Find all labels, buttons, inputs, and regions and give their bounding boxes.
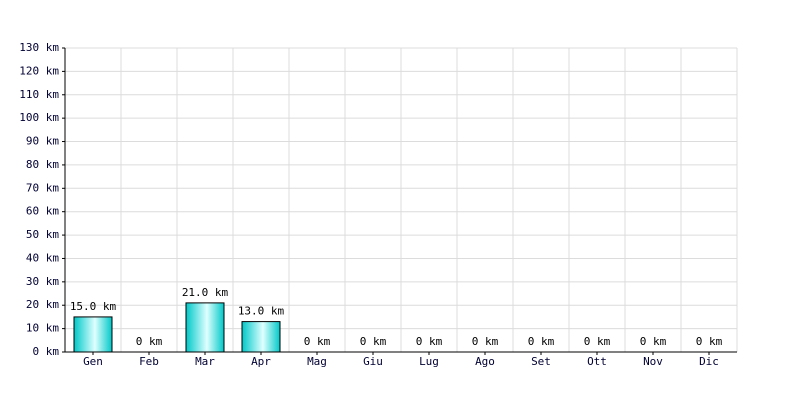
- y-tick-label: 90 km: [26, 135, 59, 148]
- value-label: 0 km: [528, 335, 555, 348]
- bar: [73, 316, 113, 353]
- y-tick-label: 110 km: [19, 88, 59, 101]
- x-tick-label: Ago: [475, 355, 495, 368]
- y-tick-label: 80 km: [26, 158, 59, 171]
- x-tick-label: Gen: [83, 355, 103, 368]
- y-tick-label: 120 km: [19, 64, 59, 77]
- value-label: 0 km: [304, 335, 331, 348]
- x-tick-label: Giu: [363, 355, 383, 368]
- y-tick-label: 70 km: [26, 181, 59, 194]
- y-tick-label: 10 km: [26, 322, 59, 335]
- value-label: 21.0 km: [182, 286, 229, 299]
- value-label: 0 km: [416, 335, 443, 348]
- bar: [185, 302, 225, 353]
- y-tick-label: 100 km: [19, 111, 59, 124]
- x-tick-label: Mar: [195, 355, 215, 368]
- x-tick-label: Apr: [251, 355, 271, 368]
- y-tick-label: 130 km: [19, 41, 59, 54]
- value-label: 15.0 km: [70, 300, 117, 313]
- x-tick-label: Mag: [307, 355, 327, 368]
- y-tick-label: 60 km: [26, 205, 59, 218]
- value-label: 0 km: [472, 335, 499, 348]
- value-label: 0 km: [136, 335, 163, 348]
- x-tick-label: Set: [531, 355, 551, 368]
- x-tick-label: Feb: [139, 355, 159, 368]
- x-tick-label: Lug: [419, 355, 439, 368]
- x-tick-label: Ott: [587, 355, 607, 368]
- y-tick-label: 30 km: [26, 275, 59, 288]
- y-tick-label: 50 km: [26, 228, 59, 241]
- x-tick-label: Nov: [643, 355, 663, 368]
- x-tick-label: Dic: [699, 355, 719, 368]
- value-label: 13.0 km: [238, 305, 285, 318]
- value-label: 0 km: [360, 335, 387, 348]
- y-tick-label: 20 km: [26, 298, 59, 311]
- value-label: 0 km: [696, 335, 723, 348]
- y-tick-label: 0 km: [33, 345, 60, 358]
- y-tick-label: 40 km: [26, 251, 59, 264]
- value-label: 0 km: [640, 335, 667, 348]
- bar: [241, 321, 281, 353]
- value-label: 0 km: [584, 335, 611, 348]
